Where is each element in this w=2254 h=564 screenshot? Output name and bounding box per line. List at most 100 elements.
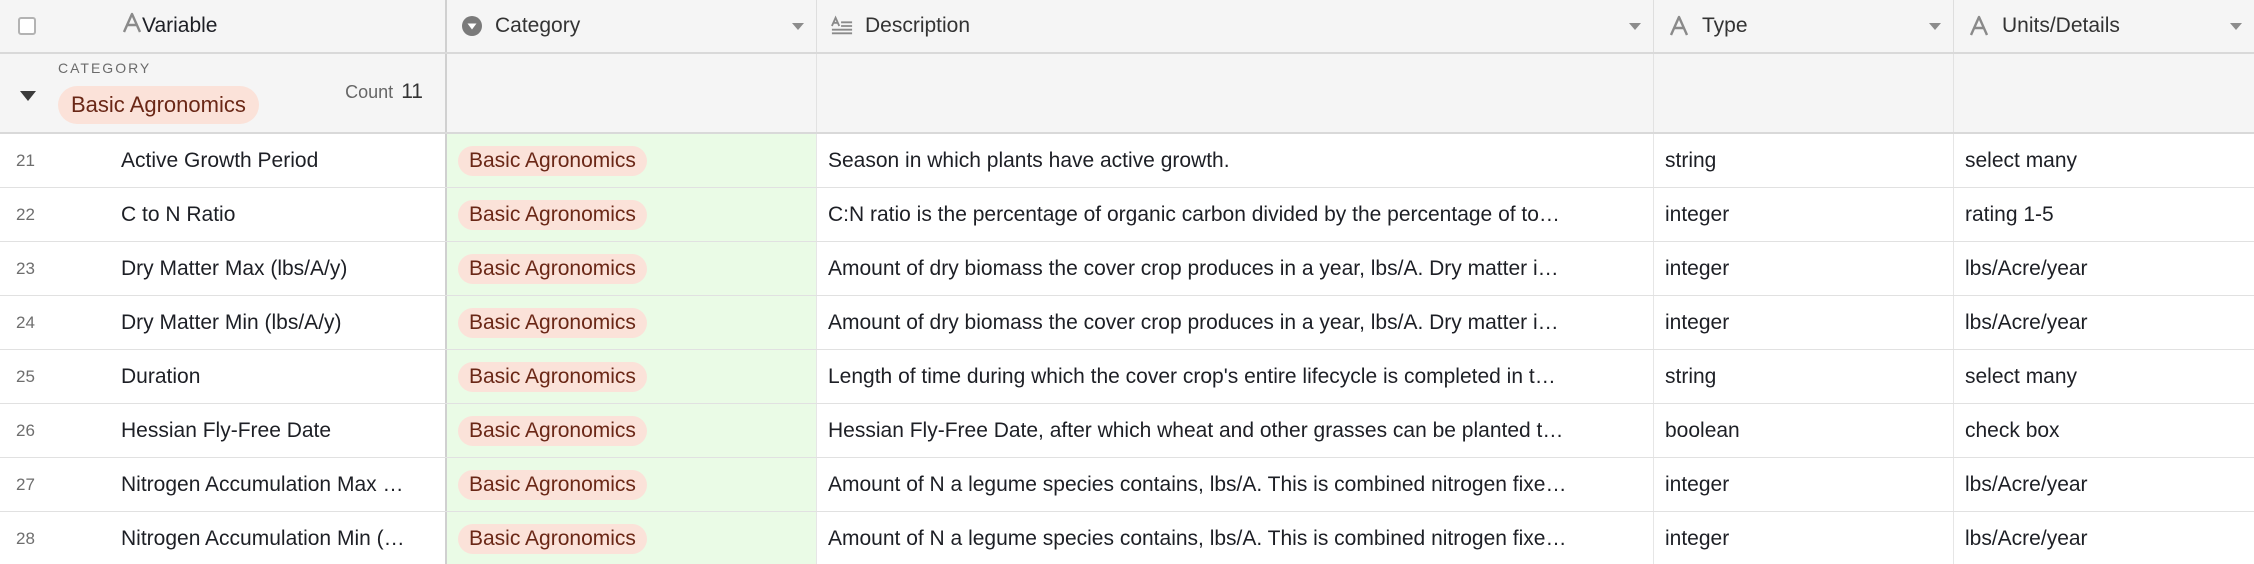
- category-pill: Basic Agronomics: [458, 307, 647, 338]
- group-header: CATEGORY Basic Agronomics Count 11: [0, 54, 2254, 134]
- variable-name: Dry Matter Min (lbs/A/y): [121, 310, 342, 334]
- type-cell[interactable]: string: [1654, 350, 1954, 403]
- column-header-category[interactable]: Category: [447, 0, 817, 52]
- category-cell[interactable]: Basic Agronomics: [447, 188, 817, 241]
- description-cell[interactable]: Length of time during which the cover cr…: [817, 350, 1654, 403]
- variable-cell[interactable]: 24 Dry Matter Min (lbs/A/y): [0, 296, 447, 349]
- category-cell[interactable]: Basic Agronomics: [447, 134, 817, 187]
- group-value-pill: Basic Agronomics: [58, 86, 259, 124]
- description-text: Amount of dry biomass the cover crop pro…: [828, 257, 1559, 280]
- row-number: 22: [16, 204, 35, 224]
- units-cell[interactable]: lbs/Acre/year: [1954, 242, 2254, 295]
- row-number: 24: [16, 312, 35, 332]
- row-number: 26: [16, 420, 35, 440]
- category-cell[interactable]: Basic Agronomics: [447, 350, 817, 403]
- table-row[interactable]: 22 C to N Ratio Basic Agronomics C:N rat…: [0, 188, 2254, 242]
- table-row[interactable]: 24 Dry Matter Min (lbs/A/y) Basic Agrono…: [0, 296, 2254, 350]
- category-cell[interactable]: Basic Agronomics: [447, 404, 817, 457]
- description-text: Amount of N a legume species contains, l…: [828, 473, 1567, 496]
- type-cell[interactable]: integer: [1654, 296, 1954, 349]
- units-cell[interactable]: select many: [1954, 350, 2254, 403]
- long-text-icon: [831, 15, 853, 37]
- description-text: C:N ratio is the percentage of organic c…: [828, 203, 1560, 226]
- type-cell[interactable]: boolean: [1654, 404, 1954, 457]
- type-text: integer: [1665, 473, 1730, 496]
- chevron-down-icon[interactable]: [1929, 22, 1941, 30]
- units-text: lbs/Acre/year: [1965, 257, 2088, 280]
- row-number: 28: [16, 528, 35, 548]
- text-field-icon: [1968, 15, 1990, 37]
- category-pill: Basic Agronomics: [458, 415, 647, 446]
- type-cell[interactable]: integer: [1654, 188, 1954, 241]
- chevron-down-icon[interactable]: [792, 22, 804, 30]
- variable-name: Dry Matter Max (lbs/A/y): [121, 256, 348, 280]
- collapse-group-icon[interactable]: [20, 91, 36, 101]
- units-cell[interactable]: lbs/Acre/year: [1954, 512, 2254, 564]
- variable-cell[interactable]: 21 Active Growth Period: [0, 134, 447, 187]
- description-cell[interactable]: Amount of N a legume species contains, l…: [817, 512, 1654, 564]
- category-cell[interactable]: Basic Agronomics: [447, 458, 817, 511]
- category-pill: Basic Agronomics: [458, 199, 647, 230]
- variable-name: Nitrogen Accumulation Min (…: [121, 526, 405, 550]
- type-text: integer: [1665, 257, 1730, 280]
- type-text: string: [1665, 149, 1717, 172]
- select-all-checkbox[interactable]: [18, 17, 36, 35]
- table-row[interactable]: 28 Nitrogen Accumulation Min (… Basic Ag…: [0, 512, 2254, 564]
- description-cell[interactable]: Hessian Fly-Free Date, after which wheat…: [817, 404, 1654, 457]
- units-cell[interactable]: lbs/Acre/year: [1954, 458, 2254, 511]
- variable-cell[interactable]: 27 Nitrogen Accumulation Max …: [0, 458, 447, 511]
- chevron-down-icon[interactable]: [1629, 22, 1641, 30]
- variable-cell[interactable]: 28 Nitrogen Accumulation Min (…: [0, 512, 447, 564]
- column-header-units[interactable]: Units/Details: [1954, 0, 2254, 52]
- variable-cell[interactable]: 23 Dry Matter Max (lbs/A/y): [0, 242, 447, 295]
- group-cell: [817, 54, 1654, 132]
- table-row[interactable]: 25 Duration Basic Agronomics Length of t…: [0, 350, 2254, 404]
- group-cell: [447, 54, 817, 132]
- type-text: integer: [1665, 203, 1730, 226]
- description-cell[interactable]: Season in which plants have active growt…: [817, 134, 1654, 187]
- description-cell[interactable]: C:N ratio is the percentage of organic c…: [817, 188, 1654, 241]
- units-cell[interactable]: check box: [1954, 404, 2254, 457]
- table-row[interactable]: 27 Nitrogen Accumulation Max … Basic Agr…: [0, 458, 2254, 512]
- group-count: Count 11: [345, 80, 423, 104]
- table-row[interactable]: 21 Active Growth Period Basic Agronomics…: [0, 134, 2254, 188]
- variable-cell[interactable]: 26 Hessian Fly-Free Date: [0, 404, 447, 457]
- category-pill: Basic Agronomics: [458, 469, 647, 500]
- variable-cell[interactable]: 22 C to N Ratio: [0, 188, 447, 241]
- row-number: 25: [16, 366, 35, 386]
- units-cell[interactable]: lbs/Acre/year: [1954, 296, 2254, 349]
- table-row[interactable]: 23 Dry Matter Max (lbs/A/y) Basic Agrono…: [0, 242, 2254, 296]
- category-cell[interactable]: Basic Agronomics: [447, 512, 817, 564]
- type-cell[interactable]: integer: [1654, 512, 1954, 564]
- column-header-label: Category: [495, 14, 581, 37]
- column-header-description[interactable]: Description: [817, 0, 1654, 52]
- description-cell[interactable]: Amount of dry biomass the cover crop pro…: [817, 296, 1654, 349]
- text-field-icon: [122, 12, 142, 40]
- column-header-variable[interactable]: Variable: [110, 0, 447, 52]
- category-cell[interactable]: Basic Agronomics: [447, 242, 817, 295]
- type-cell[interactable]: string: [1654, 134, 1954, 187]
- category-pill: Basic Agronomics: [458, 145, 647, 176]
- variable-name: Nitrogen Accumulation Max …: [121, 472, 404, 496]
- type-cell[interactable]: integer: [1654, 458, 1954, 511]
- chevron-down-icon[interactable]: [2230, 22, 2242, 30]
- category-cell[interactable]: Basic Agronomics: [447, 296, 817, 349]
- units-cell[interactable]: rating 1-5: [1954, 188, 2254, 241]
- description-cell[interactable]: Amount of N a legume species contains, l…: [817, 458, 1654, 511]
- group-field-caption: CATEGORY: [58, 60, 152, 76]
- column-header-type[interactable]: Type: [1654, 0, 1954, 52]
- grid-header: Variable Category Description Type: [0, 0, 2254, 54]
- table-row[interactable]: 26 Hessian Fly-Free Date Basic Agronomic…: [0, 404, 2254, 458]
- variable-name: Duration: [121, 364, 201, 388]
- variable-name: C to N Ratio: [121, 202, 236, 226]
- units-cell[interactable]: select many: [1954, 134, 2254, 187]
- variable-cell[interactable]: 25 Duration: [0, 350, 447, 403]
- units-text: lbs/Acre/year: [1965, 473, 2088, 496]
- description-text: Length of time during which the cover cr…: [828, 365, 1556, 388]
- description-cell[interactable]: Amount of dry biomass the cover crop pro…: [817, 242, 1654, 295]
- category-pill: Basic Agronomics: [458, 253, 647, 284]
- type-cell[interactable]: integer: [1654, 242, 1954, 295]
- units-text: rating 1-5: [1965, 203, 2054, 226]
- column-header-label: Description: [865, 14, 971, 37]
